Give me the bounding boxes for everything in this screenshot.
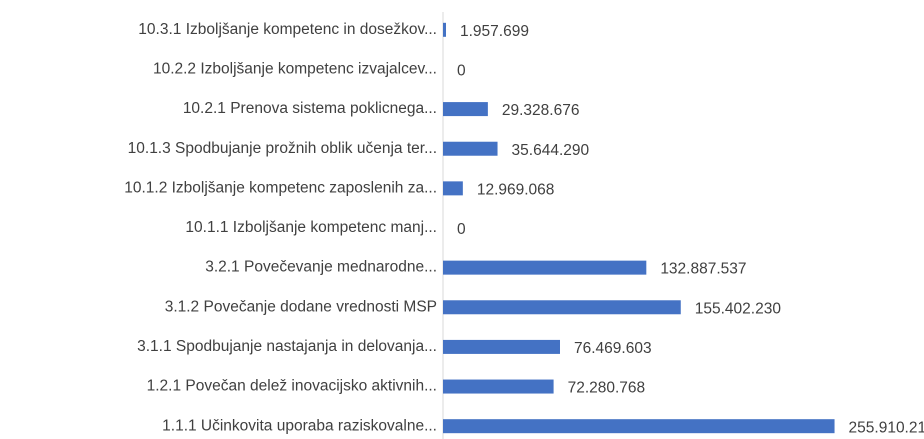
category-label: 10.1.3 Spodbujanje prožnih oblik učenja … (128, 140, 437, 157)
bar (443, 141, 498, 156)
bar (443, 260, 647, 275)
data-label: 76.469.603 (574, 340, 652, 357)
data-label: 72.280.768 (568, 380, 646, 397)
bar (443, 181, 463, 196)
category-label: 10.2.1 Prenova sistema poklicnega... (183, 100, 437, 117)
bar (443, 102, 488, 117)
bar (443, 339, 560, 354)
data-label: 155.402.230 (695, 300, 782, 317)
category-label: 3.1.2 Povečanje dodane vrednosti MSP (165, 298, 437, 315)
data-label: 1.957.699 (460, 23, 529, 40)
data-label: 132.887.537 (660, 261, 746, 278)
data-label: 12.969.068 (477, 181, 555, 198)
data-label: 0 (457, 221, 466, 238)
category-label: 1.1.1 Učinkovita uporaba raziskovalne... (162, 417, 437, 434)
data-label: 35.644.290 (512, 142, 590, 159)
data-label: 29.328.676 (502, 102, 580, 119)
bar (443, 22, 446, 37)
category-label: 10.1.1 Izboljšanje kompetenc manj... (185, 219, 437, 236)
category-label: 10.1.2 Izboljšanje kompetenc zaposlenih … (124, 179, 437, 196)
bar (443, 379, 554, 394)
category-label: 3.2.1 Povečevanje mednarodne... (205, 259, 437, 276)
bar (443, 419, 835, 434)
data-label: 255.910.212 (849, 419, 924, 436)
bar (443, 300, 681, 315)
data-label: 0 (457, 63, 466, 80)
category-label: 10.3.1 Izboljšanje kompetenc in dosežkov… (138, 21, 437, 38)
category-label: 3.1.1 Spodbujanje nastajanja in delovanj… (137, 338, 437, 355)
category-label: 10.2.2 Izboljšanje kompetenc izvajalcev.… (153, 61, 437, 78)
category-label: 1.2.1 Povečan delež inovacijsko aktivnih… (147, 378, 437, 395)
